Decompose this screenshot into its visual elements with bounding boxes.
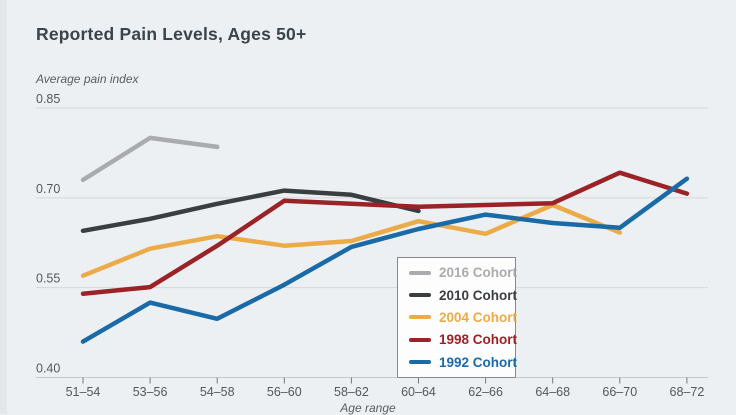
- chart-legend: 2016 Cohort 2010 Cohort 2004 Cohort 1998 Co…: [397, 257, 518, 378]
- y-tick-label: 0.85: [36, 92, 60, 106]
- series-line-2004: [80, 202, 623, 278]
- legend-label: 2004 Cohort: [439, 309, 518, 325]
- series-line-1992: [80, 176, 690, 344]
- series-line-1998: [80, 170, 690, 296]
- x-tick-label: 60–64: [401, 385, 436, 399]
- series-line-2016: [80, 135, 220, 183]
- legend-label: 2016 Cohort: [439, 265, 518, 281]
- legend-line-swatch: [409, 337, 431, 342]
- legend-item: 2010 Cohort: [398, 287, 518, 303]
- y-tick-label: 0.55: [36, 272, 60, 286]
- legend-label: 1998 Cohort: [439, 332, 518, 348]
- x-tick-label: 62–66: [468, 385, 503, 399]
- legend-line-swatch: [409, 315, 431, 320]
- chart-title: Reported Pain Levels, Ages 50+: [36, 24, 307, 44]
- x-tick-label: 56–60: [267, 385, 302, 399]
- x-tick-label: 64–68: [535, 385, 570, 399]
- x-tick-label: 53–56: [133, 385, 168, 399]
- legend-item: 1992 Cohort: [398, 354, 518, 370]
- y-tick-label: 0.40: [36, 362, 60, 376]
- legend-line-swatch: [409, 360, 431, 365]
- legend-line-swatch: [409, 270, 431, 275]
- legend-line-swatch: [409, 293, 431, 298]
- x-axis-title: Age range: [340, 401, 396, 415]
- y-tick-label: 0.70: [36, 182, 60, 196]
- legend-item: 2004 Cohort: [398, 309, 518, 325]
- legend-label: 2010 Cohort: [439, 287, 518, 303]
- y-axis-title: Average pain index: [36, 72, 139, 86]
- x-tick-label: 54–58: [200, 385, 235, 399]
- x-tick-label: 66–70: [602, 385, 637, 399]
- x-tick-label: 68–72: [670, 385, 705, 399]
- series-line-2010: [80, 188, 421, 234]
- legend-item: 1998 Cohort: [398, 332, 518, 348]
- x-tick-label: 51–54: [66, 385, 101, 399]
- legend-label: 1992 Cohort: [439, 354, 518, 370]
- window-left-edge: [0, 0, 7, 414]
- x-tick-label: 58–62: [334, 385, 369, 399]
- legend-item: 2016 Cohort: [398, 265, 518, 281]
